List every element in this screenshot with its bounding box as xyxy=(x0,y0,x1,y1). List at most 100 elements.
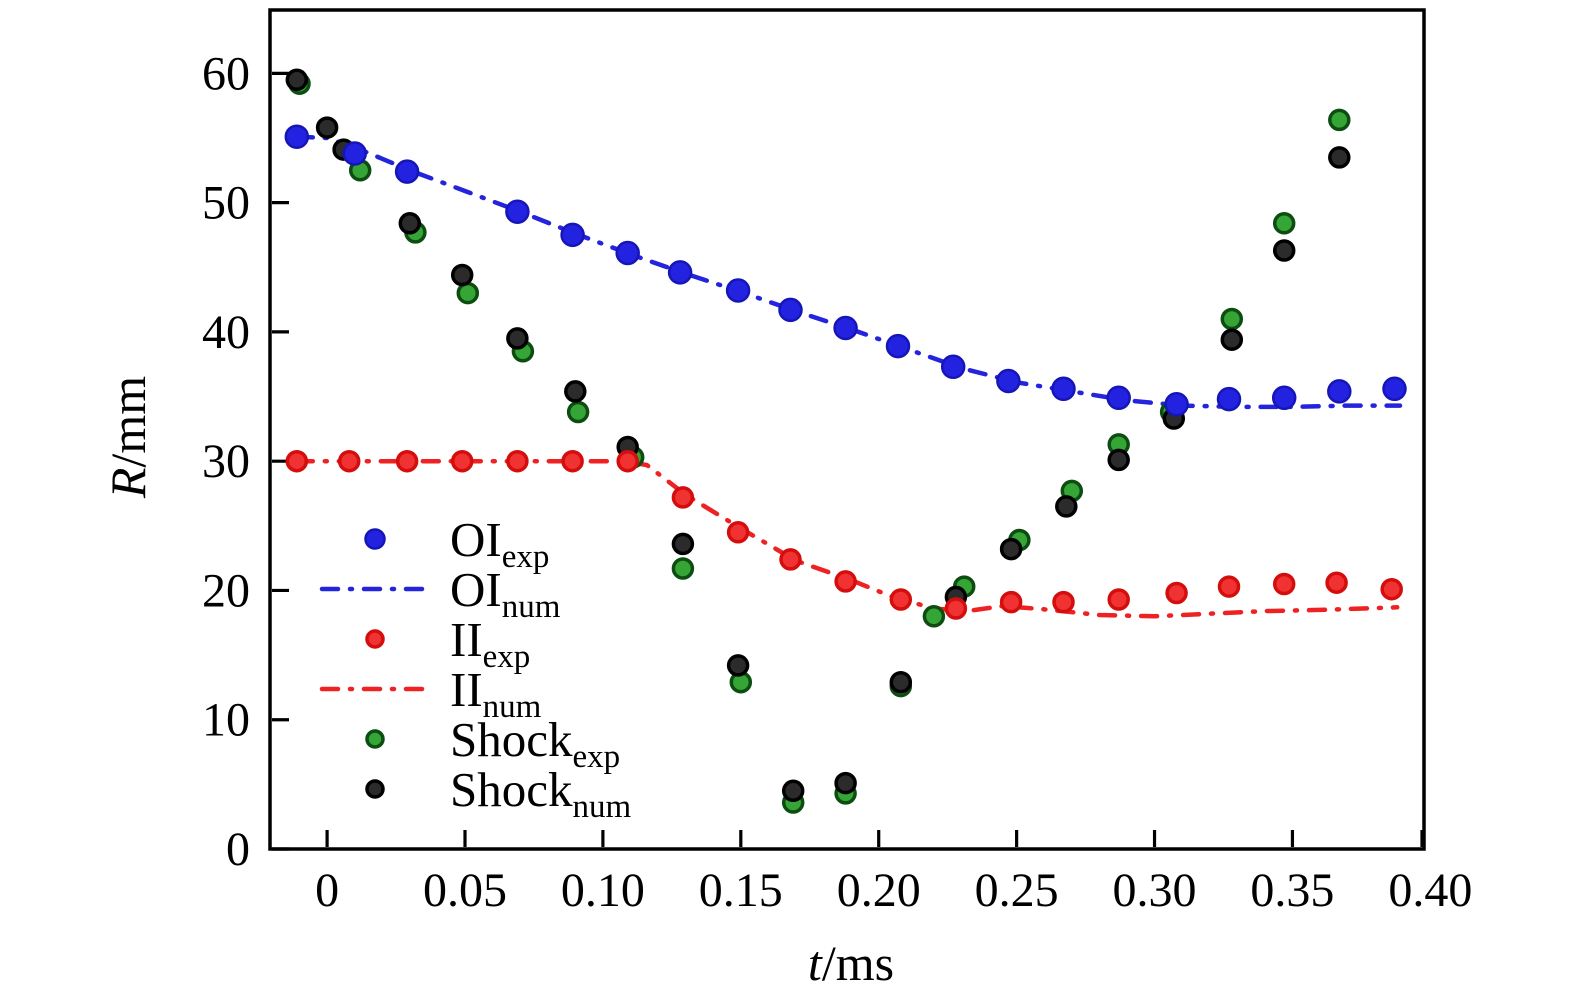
oi-exp-point xyxy=(885,333,911,359)
oi-exp-point xyxy=(778,297,803,323)
y-axis-unit: /mm xyxy=(100,375,156,468)
shock-num-point xyxy=(999,537,1023,561)
oi-exp-point xyxy=(940,354,966,380)
oi-exp-point xyxy=(725,278,751,303)
oi-exp-point xyxy=(667,260,693,285)
shock-exp-point xyxy=(566,400,590,424)
axes: 0 0.05 0.10 0.15 0.20 0.25 0.30 0.35 0.40 0 10 20 30… xyxy=(202,47,1472,917)
oi-exp-point xyxy=(1382,376,1407,402)
ii-exp-point xyxy=(1325,571,1348,594)
ii-exp-point xyxy=(561,449,584,473)
series-ii-exp xyxy=(285,449,1403,620)
ii-exp-point xyxy=(834,570,857,593)
legend-item-oi-num: OInum xyxy=(310,561,631,625)
legend-label-ii-exp: IIexp xyxy=(450,611,531,675)
y-axis-label: R/mm xyxy=(100,237,156,637)
oi-exp-point xyxy=(1051,376,1076,402)
legend-shock-num-dot-icon xyxy=(310,774,440,804)
legend-ii-exp-dot-icon xyxy=(310,624,440,654)
x-tick-label: 0.25 xyxy=(975,864,1059,917)
ii-exp-point xyxy=(889,588,913,611)
x-axis-label: t/ms xyxy=(651,938,1051,988)
ii-exp-point xyxy=(1052,590,1075,614)
shock-exp-point xyxy=(671,557,695,580)
oi-exp-point xyxy=(833,315,858,341)
oi-exp-point xyxy=(560,222,585,248)
oi-exp-point xyxy=(1106,385,1131,411)
y-tick-label: 0 xyxy=(226,823,250,876)
ii-exp-point xyxy=(779,548,802,571)
oi-exp-point xyxy=(1164,392,1189,417)
plot-frame xyxy=(268,8,1426,851)
ii-exp-point xyxy=(337,449,361,473)
shock-exp-point xyxy=(922,605,946,628)
x-tick-label: 0.10 xyxy=(561,864,645,917)
ii-exp-point xyxy=(1380,577,1403,601)
oi-exp-point xyxy=(342,141,367,166)
legend-shock-exp-dot-icon xyxy=(310,724,440,754)
ii-exp-point xyxy=(944,597,968,620)
shock-exp-point xyxy=(1220,307,1244,331)
legend-oi-exp-dot-icon xyxy=(310,524,440,554)
y-tick-label: 50 xyxy=(202,177,250,230)
shock-num-point xyxy=(506,327,529,350)
ii-exp-point xyxy=(506,449,529,473)
legend-label-oi-num: OInum xyxy=(450,561,561,625)
legend-item-shock-num: Shocknum xyxy=(310,761,632,825)
shock-exp-point xyxy=(1272,212,1296,235)
legend-item-ii-num: IInum xyxy=(310,661,631,725)
ii-exp-point xyxy=(450,449,474,473)
y-axis-variable: R xyxy=(100,467,156,499)
legend-ii-num-line-icon xyxy=(310,674,440,704)
y-tick-label: 10 xyxy=(202,694,250,747)
ii-exp-point xyxy=(671,486,695,509)
x-tick-label: 0 xyxy=(315,864,339,917)
shock-exp-point xyxy=(1328,108,1351,132)
ii-exp-point xyxy=(1217,575,1241,598)
oi-exp-point xyxy=(1327,379,1352,404)
x-tick-label: 0.15 xyxy=(699,864,783,917)
x-tick-label: 0.30 xyxy=(1113,864,1197,917)
series-oi-exp xyxy=(284,124,1407,417)
x-tick-label: 0.05 xyxy=(423,864,507,917)
legend-oi-num-line-icon xyxy=(310,574,440,604)
legend-label-shock-exp: Shockexp xyxy=(450,711,621,775)
legend-label-shock-num: Shocknum xyxy=(450,761,632,825)
shock-num-point xyxy=(285,68,309,92)
legend-item-ii-exp: IIexp xyxy=(310,611,631,675)
ii-exp-point xyxy=(285,449,309,473)
oi-num-curve xyxy=(294,134,1403,410)
shock-exp-point xyxy=(456,281,480,305)
shock-num-point xyxy=(1055,495,1078,518)
ii-exp-point xyxy=(395,449,419,473)
oi-exp-point xyxy=(615,240,640,266)
legend-label-ii-num: IInum xyxy=(450,661,542,725)
series-shock-num xyxy=(285,68,1351,803)
series-oi-num xyxy=(294,134,1403,410)
ii-exp-point xyxy=(1107,588,1130,611)
shock-num-point xyxy=(1220,328,1244,351)
ii-exp-point xyxy=(616,449,639,473)
x-tick-label: 0.40 xyxy=(1388,864,1472,917)
shock-num-point xyxy=(889,670,913,694)
y-tick-label: 30 xyxy=(202,435,250,488)
shock-num-point xyxy=(781,779,805,803)
legend-item-shock-exp: Shockexp xyxy=(310,711,631,775)
shock-num-point xyxy=(1272,239,1296,262)
shock-num-point xyxy=(834,771,857,795)
x-tick-label: 0.20 xyxy=(837,864,921,917)
oi-exp-point xyxy=(1271,385,1297,411)
x-tick-label: 0.35 xyxy=(1250,864,1334,917)
shock-num-point xyxy=(564,380,587,403)
shock-num-point xyxy=(1328,146,1351,169)
shock-num-point xyxy=(726,654,750,677)
oi-exp-point xyxy=(996,368,1021,394)
ii-exp-point xyxy=(1165,581,1188,605)
shock-num-point xyxy=(450,263,474,287)
x-axis-variable: t xyxy=(807,935,822,991)
x-axis-unit: /ms xyxy=(821,935,895,991)
y-tick-label: 40 xyxy=(202,306,250,359)
y-tick-label: 20 xyxy=(202,564,250,617)
